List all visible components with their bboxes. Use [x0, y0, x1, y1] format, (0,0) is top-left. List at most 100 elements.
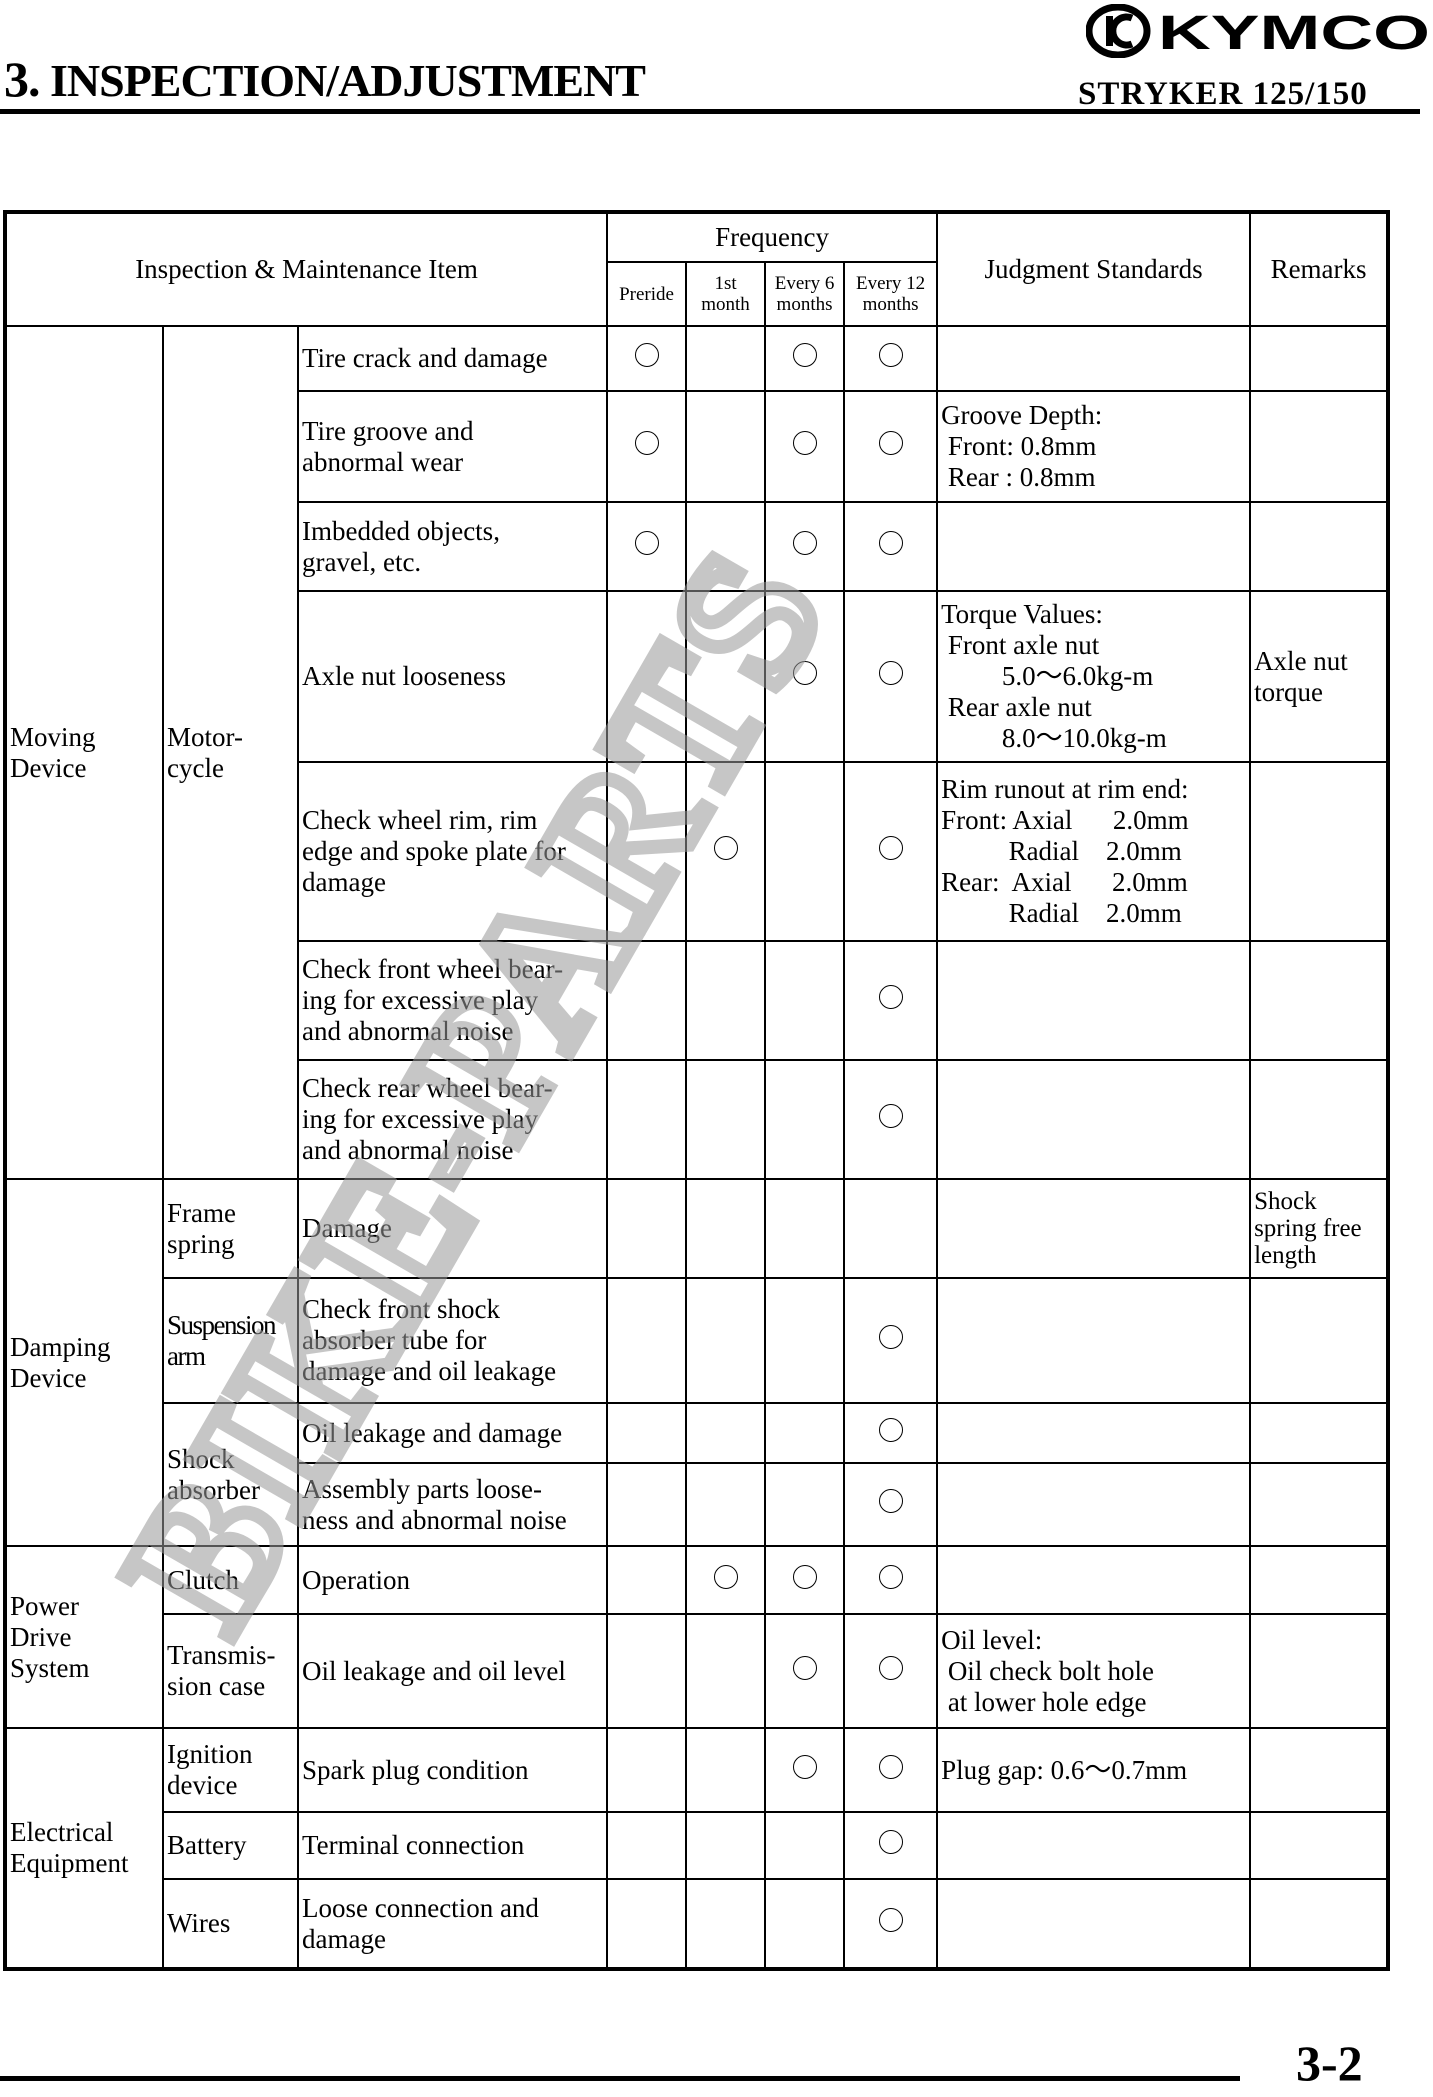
- frequency-every-6-months-cell: [764, 1545, 846, 1615]
- remark-cell: [1249, 1545, 1390, 1615]
- item-cell: Imbedded objects, gravel, etc.: [296, 501, 609, 592]
- frequency-every-12-months-cell: [843, 325, 939, 392]
- circle-mark-icon: [792, 343, 817, 367]
- circle-mark-icon: [878, 1104, 903, 1128]
- frequency-every-12-months-cell: [843, 1811, 939, 1880]
- svg-text:KYMCO: KYMCO: [1158, 7, 1430, 58]
- frequency-every-12-months-cell: [843, 1277, 939, 1404]
- item-cell: Operation: [296, 1545, 609, 1615]
- frequency-every-6-months-cell: [764, 1402, 846, 1464]
- table-row: Damping Device Frame spring Damage Shock sp…: [4, 1178, 1390, 1547]
- frequency-every-12-months-cell: [843, 1613, 939, 1729]
- remark-cell: [1249, 1402, 1390, 1464]
- circle-mark-icon: [634, 431, 659, 455]
- frequency-preride-cell: [606, 1613, 688, 1729]
- frequency-1st-month-cell: [685, 1878, 767, 1970]
- remark-cell: [1249, 1613, 1390, 1729]
- standard-cell: [936, 1277, 1252, 1404]
- frequency-every-6-months-cell: [764, 940, 846, 1061]
- standard-cell: Torque Values: Front axle nut 5.0～6.0kg-…: [936, 590, 1252, 763]
- frequency-every-6-months-cell: [764, 1811, 846, 1880]
- circle-mark-icon: [713, 836, 738, 860]
- frequency-every-12-months-cell: [843, 390, 939, 503]
- item-cell: Check front shock absorber tube for dama…: [296, 1277, 609, 1404]
- subcategory-cell: Transmis- sion case: [162, 1613, 299, 1729]
- standard-cell: [936, 1878, 1252, 1970]
- frequency-every-6-months-cell: [764, 590, 846, 763]
- remark-cell: [1249, 1059, 1390, 1180]
- standard-cell: [936, 325, 1252, 392]
- item-cell: Tire groove and abnormal wear: [296, 390, 609, 503]
- item-cell: Tire crack and damage: [296, 325, 609, 392]
- subcategory-cell: Shock absorber: [162, 1402, 299, 1547]
- remark-cell: [1249, 390, 1390, 503]
- standard-cell: [936, 1402, 1252, 1464]
- table-row: Power Drive System Clutch Operation: [4, 1545, 1390, 1729]
- subcategory-cell: Clutch: [162, 1545, 299, 1615]
- standard-cell: [936, 940, 1252, 1061]
- circle-mark-icon: [792, 531, 817, 555]
- frequency-preride-cell: [606, 325, 688, 392]
- category-cell: Power Drive System: [4, 1545, 164, 1729]
- circle-mark-icon: [878, 1754, 903, 1779]
- frequency-1st-month-cell: [685, 1727, 767, 1813]
- frequency-every-6-months-cell: [764, 1178, 846, 1279]
- standard-cell: Rim runout at rim end: Front: Axial 2.0m…: [936, 761, 1252, 942]
- table-row: Battery Terminal connection: [5, 1811, 1390, 1880]
- frequency-1st-month-cell: [685, 1545, 767, 1615]
- frequency-every-6-months-cell: [764, 501, 846, 592]
- frequency-1st-month-cell: [685, 325, 767, 392]
- category-cell: Damping Device: [4, 1178, 164, 1547]
- frequency-preride-cell: [606, 1878, 688, 1970]
- frequency-1st-month-cell: [685, 1613, 767, 1729]
- circle-mark-icon: [878, 1564, 903, 1589]
- standard-cell: [936, 1462, 1252, 1547]
- frequency-every-12-months-cell: [843, 1545, 939, 1615]
- frequency-every-12-months-cell: [843, 1878, 939, 1970]
- remark-cell: Axle nut torque: [1249, 590, 1390, 763]
- circle-mark-icon: [792, 1754, 817, 1779]
- frequency-preride-cell: [606, 1059, 688, 1180]
- item-cell: Assembly parts loose- ness and abnormal …: [296, 1462, 609, 1547]
- table-row: Assembly parts loose- ness and abnormal …: [5, 1462, 1390, 1547]
- frequency-every-12-months-cell: [843, 1059, 939, 1180]
- kymco-logo: KYMCO: [1086, 4, 1430, 58]
- remark-cell: [1249, 1462, 1390, 1547]
- frequency-every-12-months-cell: [843, 1402, 939, 1464]
- subcategory-cell: Suspension arm: [162, 1277, 299, 1404]
- remark-cell: [1249, 325, 1390, 392]
- frequency-every-6-months-cell: [764, 1727, 846, 1813]
- circle-mark-icon: [713, 1564, 738, 1589]
- frequency-1st-month-cell: [685, 761, 767, 942]
- circle-mark-icon: [878, 431, 903, 455]
- remark-cell: [1249, 1811, 1390, 1880]
- frequency-1st-month-cell: [685, 1059, 767, 1180]
- subcategory-cell: Motor- cycle: [162, 325, 299, 1180]
- frequency-preride-cell: [606, 940, 688, 1061]
- frequency-1st-month-cell: [685, 501, 767, 592]
- frequency-every-12-months-cell: [843, 590, 939, 763]
- standard-cell: [936, 1178, 1252, 1279]
- table-row: Transmis- sion case Oil leakage and oil l…: [5, 1613, 1390, 1729]
- frequency-preride-cell: [606, 1402, 688, 1464]
- frequency-every-12-months-cell: [843, 940, 939, 1061]
- frequency-preride-cell: [606, 1462, 688, 1547]
- table-row: Check rear wheel bear- ing for excessive…: [5, 1059, 1390, 1180]
- circle-mark-icon: [634, 343, 659, 367]
- inspection-schedule-table: Inspection & Maintenance Item Frequency …: [3, 210, 1391, 1971]
- table-row: Tire groove and abnormal wear Groove Dept…: [5, 390, 1390, 503]
- frequency-preride-cell: [606, 1277, 688, 1404]
- circle-mark-icon: [792, 431, 817, 455]
- model-name: STRYKER 125/150: [1078, 76, 1368, 112]
- circle-mark-icon: [878, 985, 903, 1009]
- item-cell: Check front wheel bear- ing for excessiv…: [296, 940, 609, 1061]
- remark-cell: Shock spring free length: [1249, 1178, 1390, 1279]
- item-cell: Oil leakage and damage: [296, 1402, 609, 1464]
- frequency-1st-month-cell: [685, 940, 767, 1061]
- circle-mark-icon: [878, 1417, 903, 1442]
- frequency-every-6-months-cell: [764, 1613, 846, 1729]
- table-row: Check front wheel bear- ing for excessiv…: [5, 940, 1390, 1061]
- header-1st-month: 1st month: [685, 261, 767, 327]
- circle-mark-icon: [878, 1325, 903, 1349]
- frequency-preride-cell: [606, 501, 688, 592]
